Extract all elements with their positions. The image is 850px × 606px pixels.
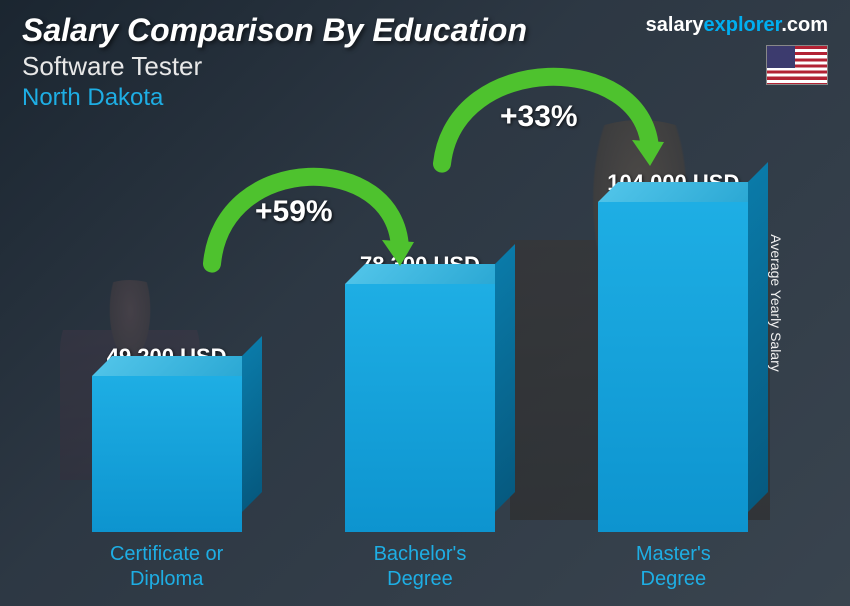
brand-highlight: explorer [703,14,781,36]
bar-side-face [495,244,515,512]
bar-group: 49,200 USDCertificate or Diploma [67,344,267,592]
bar-category-label: Bachelor's Degree [374,542,467,592]
brand-block: salaryexplorer.com [646,14,828,85]
flag-canton [767,46,795,68]
bar-3d [92,376,242,532]
bar-category-label: Master's Degree [636,542,711,592]
bar-3d [345,284,495,532]
brand-prefix: salary [646,14,704,36]
bar-group: 78,300 USDBachelor's Degree [320,252,520,592]
bar-top-face [598,182,768,202]
bar-front-face [92,376,242,532]
bar-group: 104,000 USDMaster's Degree [573,170,773,592]
bar-front-face [598,202,748,532]
bar-chart: 49,200 USDCertificate or Diploma 78,300 U… [40,132,800,592]
page-location: North Dakota [22,84,828,112]
bar-top-face [345,264,515,284]
bar-category-label: Certificate or Diploma [110,542,223,592]
bar-top-face [92,356,262,376]
y-axis-label: Average Yearly Salary [767,234,783,372]
brand-text: salaryexplorer.com [646,14,828,37]
brand-suffix: .com [781,14,828,36]
bar-side-face [242,336,262,512]
bar-front-face [345,284,495,532]
increase-pct-label: +59% [255,195,333,229]
bar-side-face [748,162,768,512]
flag-icon [766,45,828,85]
bar-3d [598,202,748,532]
